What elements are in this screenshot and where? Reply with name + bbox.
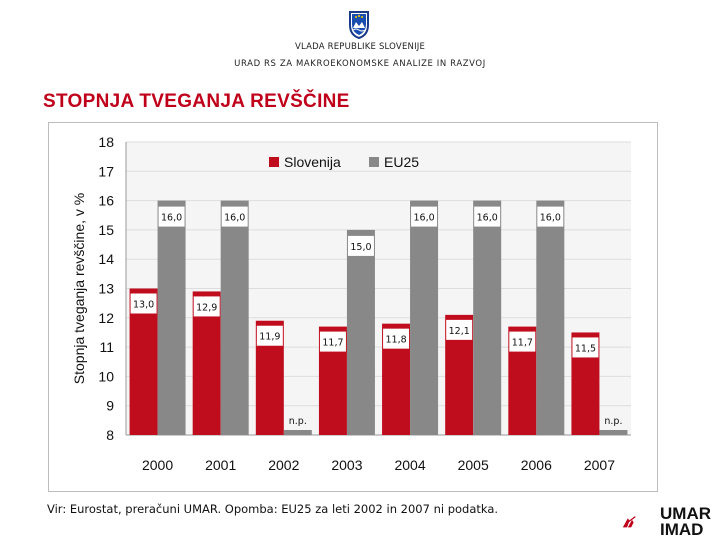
poverty-risk-chart: 8 9 10 11 12 13 14 15 16 17 18 Stopnja tveganja rev… (71, 134, 631, 473)
slovenija-value-label: 11,5 (575, 343, 596, 354)
eu25-bar-2004 (410, 200, 439, 435)
slovenija-value-label: 13,0 (133, 300, 154, 311)
x-tick-label: 2001 (205, 457, 236, 473)
eu25-label-band (347, 235, 374, 256)
eu25-value-label: 15,0 (350, 242, 371, 253)
x-tick-label: 2004 (394, 457, 425, 473)
legend-swatch-slovenija (269, 157, 279, 167)
logo-line-2: IMAD (660, 520, 704, 539)
eu25-value-label: n.p. (604, 416, 622, 427)
slovenija-label-band (130, 293, 157, 314)
y-tick-label: 11 (99, 339, 114, 355)
coat-of-arms-icon (349, 11, 369, 39)
eu25-value-label: n.p. (289, 416, 307, 427)
slovenija-label-band (509, 331, 536, 352)
y-tick-label: 15 (98, 222, 114, 238)
y-tick-label: 14 (98, 251, 114, 267)
slovenija-label-band (193, 296, 220, 317)
eu25-label-band (411, 206, 438, 227)
umar-logo-icon (622, 516, 636, 528)
eu25-bar-2006 (536, 200, 565, 435)
eu25-label-band (158, 206, 185, 227)
eu25-bar-2003 (346, 229, 375, 435)
slovenija-label-band (446, 319, 473, 340)
slovenija-value-label: 11,9 (259, 332, 280, 343)
y-axis-label: Stopnja tveganja revščine, v % (71, 193, 87, 384)
slovenija-value-label: 12,9 (196, 302, 217, 313)
government-name: VLADA REPUBLIKE SLOVENIJE (294, 42, 426, 52)
eu25-value-label: 16,0 (540, 213, 561, 224)
y-tick-label: 13 (98, 281, 114, 297)
slovenija-value-label: 11,8 (385, 335, 406, 346)
chart-frame: 8 9 10 11 12 13 14 15 16 17 18 Stopnja tveganja rev… (48, 122, 658, 492)
slovenija-value-label: 11,7 (512, 338, 533, 349)
eu25-label-band (474, 206, 501, 227)
y-tick-label: 12 (98, 310, 114, 326)
x-tick-label: 2003 (331, 457, 362, 473)
y-tick-label: 9 (106, 398, 114, 414)
eu25-value-label: 16,0 (224, 213, 245, 224)
eu25-bar-2001 (220, 200, 249, 435)
x-tick-label: 2002 (268, 457, 299, 473)
slide-title: STOPNJA TVEGANJA REVŠČINE (43, 91, 350, 112)
y-tick-label: 17 (98, 163, 114, 179)
y-tick-label: 10 (98, 368, 114, 384)
office-name: URAD RS ZA MAKROEKONOMSKE ANALIZE IN RAZ… (234, 59, 486, 69)
legend-swatch-eu25 (369, 157, 379, 167)
eu25-label-band (537, 206, 564, 227)
x-tick-label: 2006 (521, 457, 552, 473)
x-tick-label: 2000 (142, 457, 173, 473)
eu25-value-label: 16,0 (161, 213, 182, 224)
eu25-missing-marker-2002 (283, 430, 312, 435)
slovenija-value-label: 11,7 (322, 338, 343, 349)
eu25-value-label: 16,0 (413, 213, 434, 224)
legend-label-eu25: EU25 (384, 154, 419, 170)
slovenija-label-band (319, 331, 346, 352)
eu25-bar-2000 (157, 200, 186, 435)
legend-label-slovenija: Slovenija (284, 154, 341, 170)
eu25-missing-marker-2007 (599, 430, 628, 435)
y-tick-label: 16 (98, 193, 114, 209)
source-note: Vir: Eurostat, preračuni UMAR. Opomba: E… (47, 502, 499, 516)
slovenija-value-label: 12,1 (449, 326, 470, 337)
slovenija-label-band (572, 337, 599, 358)
slovenija-label-band (256, 325, 283, 346)
eu25-value-label: 16,0 (477, 213, 498, 224)
eu25-label-band (221, 206, 248, 227)
y-tick-label: 18 (98, 134, 114, 150)
x-tick-label: 2007 (584, 457, 615, 473)
logo-line-1: UMAR (660, 504, 711, 523)
eu25-bar-2005 (473, 200, 502, 435)
slovenija-label-band (383, 328, 410, 349)
x-tick-label: 2005 (458, 457, 489, 473)
y-tick-label: 8 (106, 427, 114, 443)
